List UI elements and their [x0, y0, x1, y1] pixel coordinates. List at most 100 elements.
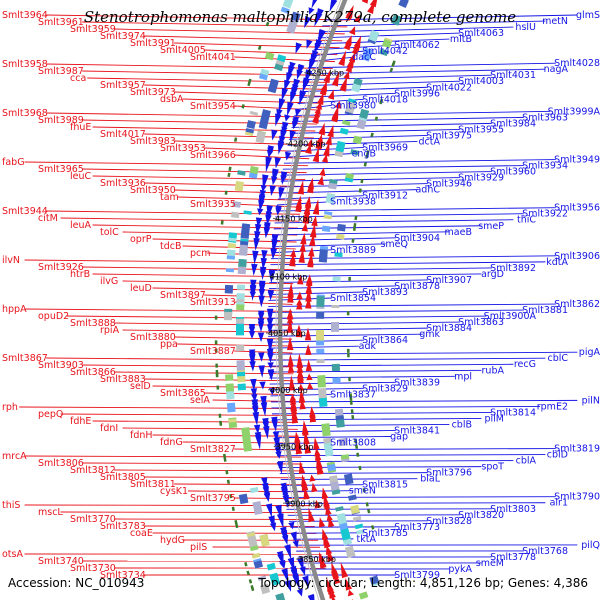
reverse-gene-label: Smlt3841: [394, 425, 440, 436]
cog-feature-block: [318, 395, 328, 408]
label-leader-line: [277, 460, 514, 463]
reverse-gene-arrow: [302, 575, 309, 589]
reverse-gene-arrow: [284, 544, 292, 560]
forward-gene-label: htrB: [70, 269, 90, 280]
forward-gene-arrow: [304, 327, 312, 341]
cog-feature-block: [239, 244, 248, 256]
forward-gene-arrow: [309, 406, 317, 423]
cog-feature-block: [236, 284, 246, 290]
cog-feature-block: [225, 268, 235, 273]
reverse-gene-arrow: [275, 451, 282, 459]
reverse-gene-arrow: [250, 378, 257, 391]
rna-feature-mark: [367, 508, 371, 514]
reverse-gene-arrow: [329, 0, 338, 12]
reverse-gene-label: Smlt3922: [522, 209, 568, 220]
reverse-gene-label: adhC: [415, 185, 440, 196]
reverse-gene-label: Smlt3839: [394, 377, 440, 388]
forward-gene-arrow: [287, 361, 295, 374]
label-leader-line: [276, 207, 556, 212]
forward-gene-label: Smlt3989: [38, 115, 84, 126]
forward-gene-label: citM: [38, 213, 58, 224]
position-tick-label: 3900 kbp: [285, 499, 323, 508]
label-leader-line: [207, 252, 296, 257]
forward-gene-arrow: [306, 138, 313, 148]
forward-gene-label: hydG: [160, 535, 185, 546]
cog-feature-block: [245, 127, 255, 134]
position-tick-label: 4250 kbp: [306, 69, 344, 78]
reverse-gene-arrow: [289, 130, 296, 143]
reverse-gene-arrow: [286, 72, 293, 85]
cog-feature-block: [327, 463, 336, 472]
reverse-gene-label: argD: [481, 269, 504, 280]
cog-feature-block: [390, 14, 402, 26]
label-leader-line: [290, 128, 460, 134]
cog-feature-block: [340, 528, 351, 541]
label-leader-line: [317, 32, 460, 39]
forward-gene-arrow: [361, 0, 369, 4]
forward-gene-label: Smlt3866: [70, 367, 116, 378]
label-leader-line: [279, 183, 428, 188]
reverse-gene-label: Smlt3956: [554, 203, 600, 214]
cog-feature-block: [266, 562, 276, 571]
cog-feature-block: [227, 242, 237, 249]
cog-feature-block: [381, 38, 392, 49]
reverse-gene-label: recG: [514, 359, 536, 370]
cog-feature-block: [335, 415, 344, 421]
rna-feature-mark: [227, 172, 231, 178]
cog-feature-block: [234, 180, 244, 192]
reverse-gene-arrow: [258, 283, 266, 297]
cog-feature-block: [236, 371, 246, 377]
forward-gene-label: Smlt3968: [2, 108, 48, 119]
label-leader-line: [46, 14, 350, 21]
forward-gene-label: leuD: [130, 283, 152, 294]
reverse-gene-label: rubA: [482, 365, 505, 376]
forward-gene-label: Smlt3991: [130, 38, 176, 49]
reverse-gene-label: nagA: [544, 64, 569, 75]
reverse-gene-label: Smlt4028: [554, 58, 600, 69]
forward-gene-label: cysK1: [160, 486, 188, 497]
cog-feature-block: [334, 252, 343, 258]
cog-feature-block: [330, 321, 340, 332]
forward-gene-arrow: [325, 505, 332, 516]
cog-feature-block: [237, 170, 246, 176]
forward-gene-arrow: [291, 407, 298, 421]
label-leader-line: [275, 213, 524, 218]
forward-gene-arrow: [299, 241, 306, 252]
reverse-gene-arrow: [280, 175, 287, 185]
label-leader-line: [273, 424, 450, 427]
label-leader-line: [60, 413, 297, 416]
forward-gene-arrow: [314, 499, 321, 509]
cog-feature-block: [241, 427, 251, 441]
reverse-gene-arrow: [287, 65, 295, 80]
reverse-gene-arrow: [266, 338, 274, 354]
forward-gene-arrow: [306, 382, 314, 390]
reverse-gene-label: pilQ: [581, 540, 600, 551]
forward-gene-arrow: [309, 223, 317, 238]
forward-gene-arrow: [323, 141, 330, 157]
label-leader-line: [276, 448, 556, 451]
forward-gene-arrow: [305, 287, 312, 302]
position-tick-mark: [273, 444, 286, 448]
rna-feature-mark: [363, 162, 367, 167]
label-leader-line: [295, 104, 332, 110]
label-leader-line: [122, 329, 293, 333]
reverse-gene-arrow: [312, 50, 319, 62]
reverse-gene-label: Smlt3785: [362, 528, 408, 539]
label-leader-line: [46, 210, 300, 215]
label-leader-line: [268, 357, 546, 361]
label-leader-line: [144, 182, 305, 187]
reverse-gene-arrow: [258, 365, 265, 378]
label-leader-line: [302, 80, 460, 87]
cog-feature-block: [236, 344, 245, 352]
reverse-gene-label: Smlt3828: [426, 516, 472, 527]
forward-gene-arrow: [286, 308, 294, 320]
label-leader-line: [322, 20, 546, 27]
cog-feature-block: [330, 481, 340, 491]
label-leader-line: [46, 63, 333, 70]
cog-feature-block: [336, 233, 345, 240]
forward-gene-label: Smlt3903: [38, 360, 84, 371]
reverse-gene-label: Smlt3819: [554, 444, 600, 455]
label-leader-line: [271, 405, 541, 409]
cog-feature-block: [260, 68, 270, 76]
label-leader-line: [269, 279, 428, 284]
